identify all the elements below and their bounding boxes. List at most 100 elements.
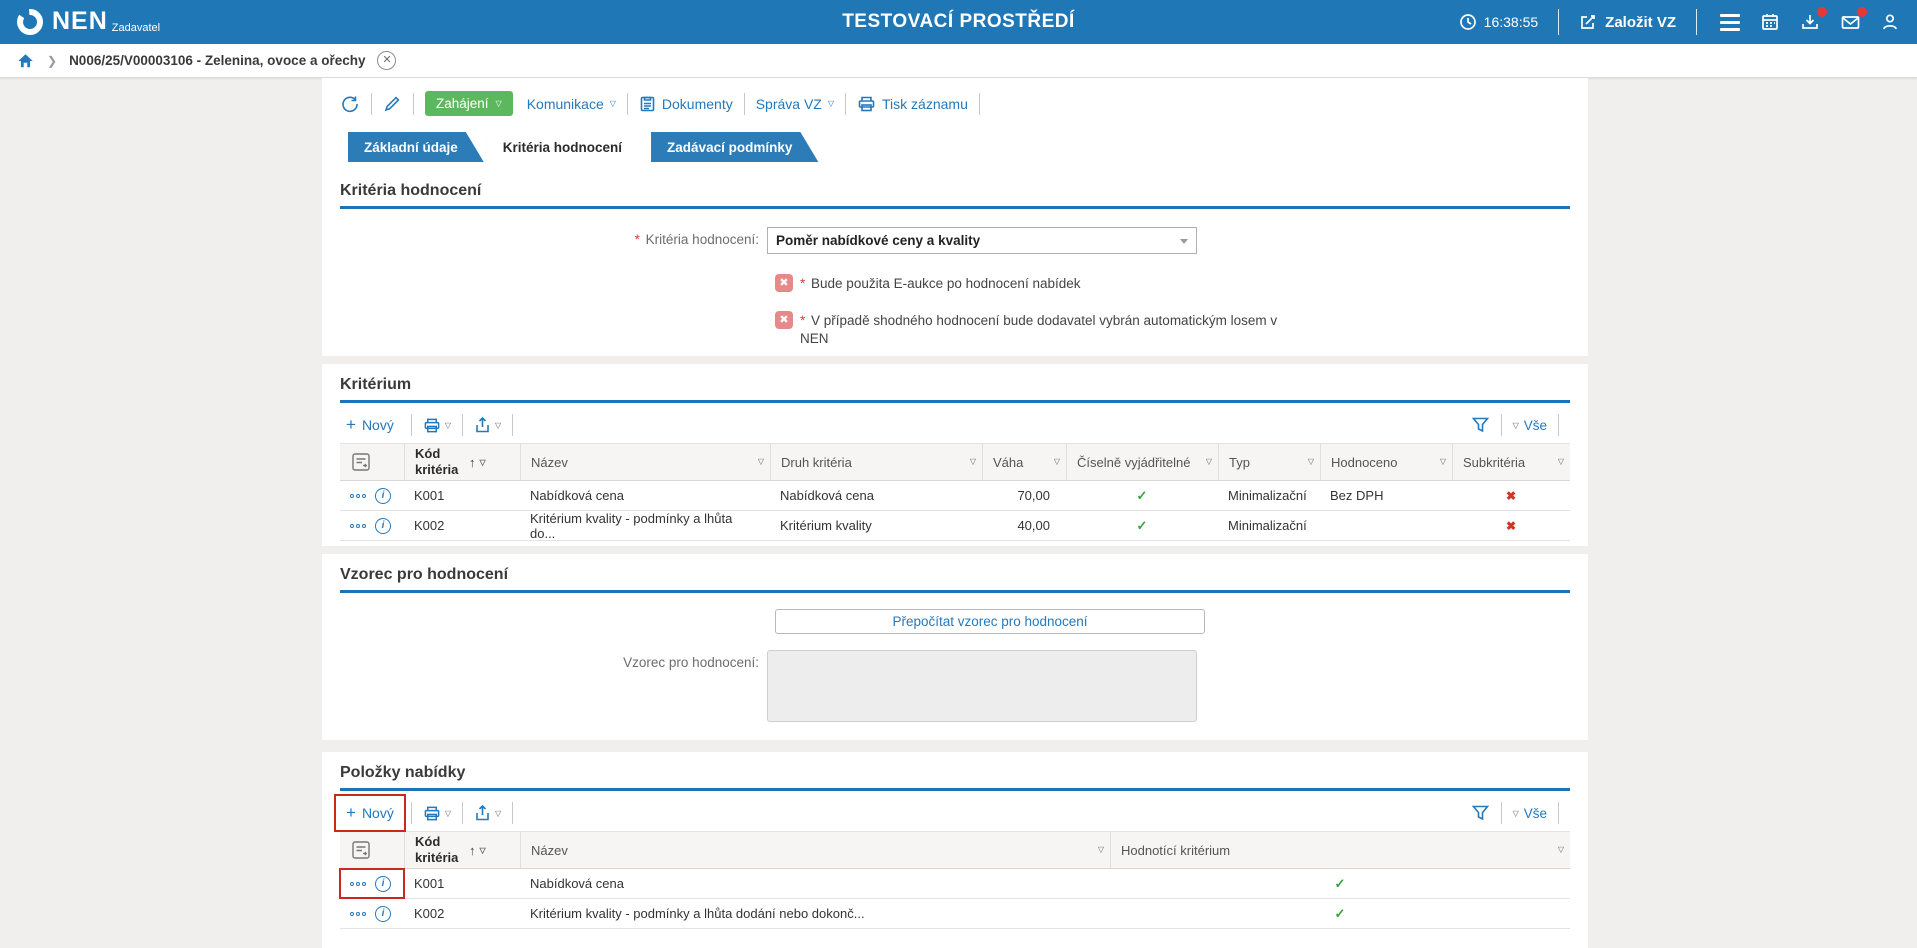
column-header-vaha[interactable]: Váha ▽ xyxy=(982,444,1066,480)
breadcrumb: ❯ N006/25/V00003106 - Zelenina, ovoce a … xyxy=(0,44,1917,78)
zahajeni-label: Zahájení xyxy=(436,96,489,111)
column-filter-icon[interactable]: ▽ xyxy=(969,457,976,466)
column-filter-icon[interactable]: ▽ xyxy=(1557,845,1564,854)
downloads-icon[interactable] xyxy=(1797,7,1827,34)
refresh-icon[interactable] xyxy=(340,94,360,114)
tab-zadavaci-podminky[interactable]: Zadávací podmínky xyxy=(651,132,818,162)
filter-icon[interactable] xyxy=(1471,804,1490,822)
column-header-druh-kriteria[interactable]: Druh kritéria ▽ xyxy=(770,444,982,480)
tab-kriteria-hodnoceni[interactable]: Kritéria hodnocení xyxy=(487,132,648,162)
export-grid-button[interactable]: ▽ xyxy=(474,416,501,434)
checkbox-unchecked-icon[interactable]: ✖ xyxy=(775,274,793,292)
column-header-hodnotici-kriterium[interactable]: Hodnotící kritérium ▽ xyxy=(1110,832,1570,868)
breadcrumb-item[interactable]: N006/25/V00003106 - Zelenina, ovoce a oř… xyxy=(69,53,366,68)
section-title-polozky: Položky nabídky xyxy=(340,752,1570,791)
column-chooser[interactable] xyxy=(340,832,404,868)
row-actions-icon[interactable] xyxy=(350,523,366,528)
export-grid-button[interactable]: ▽ xyxy=(474,804,501,822)
column-filter-icon[interactable]: ▽ xyxy=(1439,457,1446,466)
komunikace-menu[interactable]: Komunikace ▽ xyxy=(527,96,616,112)
column-header-nazev[interactable]: Název ▽ xyxy=(520,444,770,480)
column-filter-icon[interactable]: ▽ xyxy=(1205,457,1212,466)
new-kriterium-button[interactable]: + Nový xyxy=(340,412,400,438)
cell-kod: K002 xyxy=(414,518,445,533)
tab-label: Základní údaje xyxy=(364,139,458,155)
column-filter-icon[interactable]: ▽ xyxy=(757,457,764,466)
tab-label: Zadávací podmínky xyxy=(667,139,793,155)
cell-nazev: Kritérium kvality - podmínky a lhůta do.… xyxy=(530,510,733,541)
filter-all-button[interactable]: Vše xyxy=(1523,805,1547,821)
los-checkbox-row: ✖ * V případě shodného hodnocení bude do… xyxy=(775,311,1570,348)
menu-icon[interactable] xyxy=(1717,10,1743,34)
column-filter-icon[interactable]: ▽ xyxy=(1307,457,1314,466)
zahajeni-menu-button[interactable]: Zahájení ▽ xyxy=(425,91,513,116)
filter-icon[interactable] xyxy=(1471,416,1490,434)
table-row[interactable]: i K001 Nabídková cena ✓ xyxy=(339,868,1570,899)
home-icon[interactable] xyxy=(16,52,35,70)
checkbox-unchecked-icon[interactable]: ✖ xyxy=(775,311,793,330)
edit-icon[interactable] xyxy=(383,94,402,113)
print-grid-button[interactable]: ▽ xyxy=(423,417,451,434)
tab-zakladni-udaje[interactable]: Základní údaje xyxy=(348,132,484,162)
sprava-vz-menu[interactable]: Správa VZ ▽ xyxy=(756,96,834,112)
chevron-down-icon[interactable]: ▽ xyxy=(1512,420,1519,430)
cell-nazev: Nabídková cena xyxy=(530,876,624,891)
eaukce-checkbox-row: ✖ * Bude použita E-aukce po hodnocení na… xyxy=(775,274,1570,293)
calendar-icon[interactable] xyxy=(1757,10,1783,34)
tisk-zaznamu-button[interactable]: Tisk záznamu xyxy=(857,95,968,113)
sort-asc-icon[interactable]: ↑ xyxy=(469,454,476,470)
divider xyxy=(1558,802,1559,824)
recalc-vzorec-button[interactable]: Přepočítat vzorec pro hodnocení xyxy=(775,609,1205,634)
chevron-down-icon: ▽ xyxy=(444,808,451,818)
cross-icon: ✖ xyxy=(1505,518,1517,533)
column-filter-icon[interactable]: ▽ xyxy=(1053,457,1060,466)
nen-logo[interactable]: NEN Zadavatel xyxy=(14,6,160,38)
server-time: 16:38:55 xyxy=(1459,13,1538,31)
cell-kod: K001 xyxy=(414,876,445,891)
record-toolbar: Zahájení ▽ Komunikace ▽ Dokumenty Správa… xyxy=(340,78,1570,120)
cell-vaha: 70,00 xyxy=(1017,488,1050,503)
sort-asc-icon[interactable]: ↑ xyxy=(469,842,476,858)
vzorec-textarea[interactable] xyxy=(767,650,1197,722)
required-marker: * xyxy=(634,232,640,247)
field-label: * Kritéria hodnocení: xyxy=(634,232,759,247)
close-tab-icon[interactable]: ✕ xyxy=(377,51,397,70)
column-filter-icon[interactable]: ▽ xyxy=(479,845,486,855)
column-header-subkriteria[interactable]: Subkritéria ▽ xyxy=(1452,444,1570,480)
filter-all-button[interactable]: Vše xyxy=(1523,417,1547,433)
info-icon[interactable]: i xyxy=(375,875,391,892)
column-header-kod-kriteria[interactable]: Kód kritéria ↑ ▽ xyxy=(404,832,520,868)
column-filter-icon[interactable]: ▽ xyxy=(479,457,486,467)
dokumenty-button[interactable]: Dokumenty xyxy=(639,95,733,113)
info-icon[interactable]: i xyxy=(375,487,391,504)
row-actions-icon[interactable] xyxy=(350,493,366,498)
user-icon[interactable] xyxy=(1877,10,1903,34)
chevron-down-icon[interactable]: ▽ xyxy=(1512,808,1519,818)
column-header-typ[interactable]: Typ ▽ xyxy=(1218,444,1320,480)
table-row[interactable]: i K002 Kritérium kvality - podmínky a lh… xyxy=(340,899,1570,929)
app-header: NEN Zadavatel TESTOVACÍ PROSTŘEDÍ 16:38:… xyxy=(0,0,1917,44)
polozky-section: Položky nabídky + Nový ▽ ▽ xyxy=(322,752,1588,948)
info-icon[interactable]: i xyxy=(375,517,391,534)
table-row[interactable]: i K001 Nabídková cena Nabídková cena 70,… xyxy=(340,481,1570,511)
messages-icon[interactable] xyxy=(1837,7,1867,34)
chevron-down-icon: ▽ xyxy=(495,808,502,818)
plus-icon: + xyxy=(346,415,356,434)
column-header-ciselne-vyjadritelne[interactable]: Číselně vyjádřitelné ▽ xyxy=(1066,444,1218,480)
column-filter-icon[interactable]: ▽ xyxy=(1097,845,1104,854)
column-filter-icon[interactable]: ▽ xyxy=(1557,457,1564,466)
row-actions-icon[interactable] xyxy=(350,881,366,886)
section-title-kriteria-hodnoceni: Kritéria hodnocení xyxy=(340,170,1570,209)
info-icon[interactable]: i xyxy=(375,905,391,922)
column-header-hodnoceno[interactable]: Hodnoceno ▽ xyxy=(1320,444,1452,480)
table-row[interactable]: i K002 Kritérium kvality - podmínky a lh… xyxy=(340,511,1570,541)
kriteria-hodnoceni-select[interactable]: Poměr nabídkové ceny a kvality xyxy=(767,227,1197,254)
kriterium-section: Kritérium + Nový ▽ ▽ ▽ xyxy=(322,364,1588,546)
print-grid-button[interactable]: ▽ xyxy=(423,805,451,822)
create-vz-button[interactable]: Založit VZ xyxy=(1579,13,1676,31)
row-actions-icon[interactable] xyxy=(350,911,366,916)
column-header-nazev[interactable]: Název ▽ xyxy=(520,832,1110,868)
new-polozka-button[interactable]: + Nový xyxy=(334,794,406,832)
column-header-kod-kriteria[interactable]: Kód kritéria ↑ ▽ xyxy=(404,444,520,480)
column-chooser[interactable] xyxy=(340,444,404,480)
